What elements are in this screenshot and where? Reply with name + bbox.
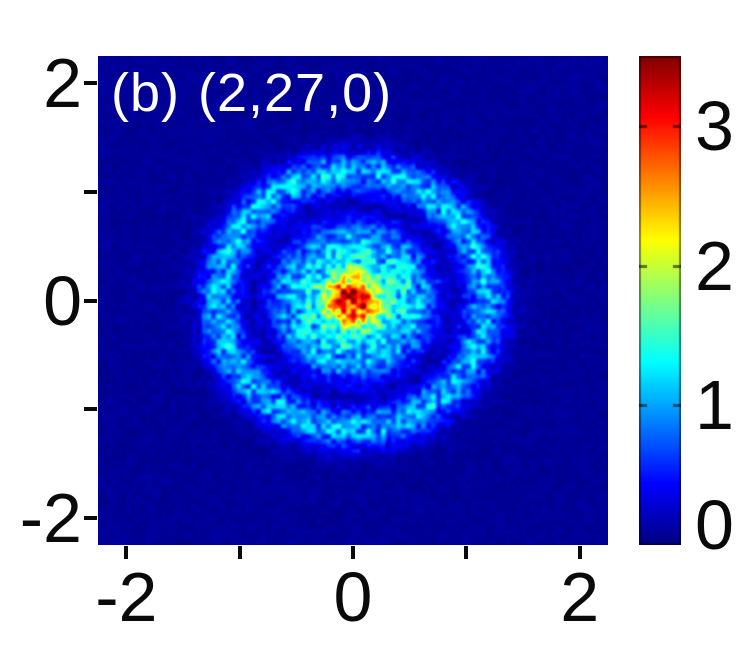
x-tick-mark	[577, 546, 582, 559]
heatmap-canvas	[98, 56, 608, 545]
x-tick-label: 2	[560, 558, 600, 636]
y-tick-mark	[84, 298, 97, 303]
x-minor-tick-mark	[464, 546, 469, 559]
x-minor-tick-mark	[237, 546, 242, 559]
colorbar-tick-label: 3	[695, 86, 734, 165]
colorbar-tick-label: 1	[695, 366, 734, 445]
x-tick-mark	[124, 546, 129, 559]
y-tick-label: -2	[19, 478, 82, 557]
colorbar	[639, 56, 681, 545]
y-minor-tick-mark	[84, 189, 97, 194]
colorbar-tick-label: 0	[695, 486, 734, 564]
colorbar-canvas	[639, 56, 681, 545]
annotation-text: (2,27,0)	[198, 63, 393, 123]
x-tick-label: 0	[333, 558, 373, 636]
y-tick-mark	[84, 515, 97, 520]
panel-annotation: (b) (2,27,0)	[111, 66, 392, 120]
y-minor-tick-mark	[84, 407, 97, 412]
heatmap-plot: (b) (2,27,0)	[98, 56, 608, 545]
colorbar-tick-label: 2	[695, 226, 734, 305]
y-tick-label: 2	[43, 44, 82, 123]
panel-label: (b)	[111, 63, 180, 123]
y-tick-label: 0	[43, 261, 82, 340]
x-tick-label: -2	[95, 558, 158, 636]
x-tick-mark	[351, 546, 355, 559]
y-tick-mark	[84, 81, 97, 86]
